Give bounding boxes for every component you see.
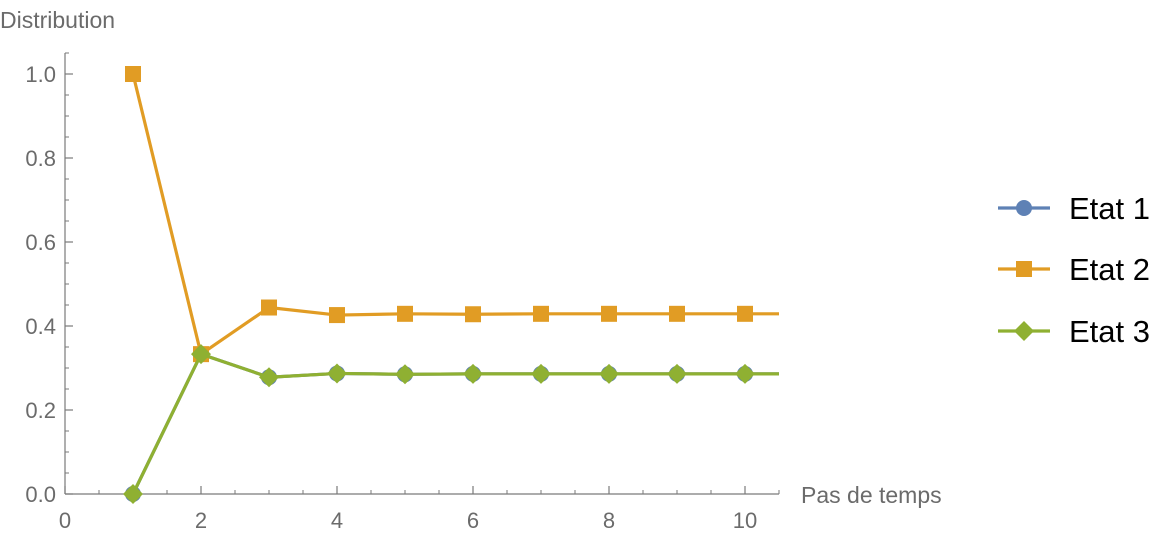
data-point [329, 307, 345, 324]
data-point [601, 305, 617, 322]
legend-marker [1016, 200, 1032, 216]
data-point [599, 363, 619, 384]
data-point [125, 66, 141, 82]
legend-label: Etat 2 [1069, 252, 1150, 287]
data-point [737, 305, 753, 322]
data-point [667, 363, 687, 384]
legend-item: Etat 2 [998, 252, 1150, 287]
legend-item: Etat 3 [998, 314, 1150, 349]
series-2 [125, 66, 779, 363]
series-layer [123, 66, 779, 504]
data-point [397, 305, 413, 322]
y-tick-label: 0.8 [25, 146, 56, 171]
x-tick-label: 0 [59, 508, 71, 533]
x-tick-label: 4 [331, 508, 343, 533]
data-point [533, 305, 549, 322]
x-tick-label: 8 [603, 508, 615, 533]
x-tick-label: 2 [195, 508, 207, 533]
series-3 [123, 344, 779, 504]
data-point [395, 364, 415, 385]
axes: 0 2 4 6 8 10 0.0 0.2 0.4 0.6 0.8 1.0 Distribution Pas… [0, 7, 942, 533]
y-tick-label: 0.0 [25, 482, 56, 507]
y-tick-label: 0.2 [25, 398, 56, 423]
legend-item: Etat 1 [998, 191, 1150, 226]
data-point [735, 363, 755, 384]
series-line [131, 73, 779, 356]
data-point [669, 305, 685, 322]
y-tick-label: 1.0 [25, 62, 56, 87]
y-tick-label: 0.6 [25, 230, 56, 255]
y-axis-title: Distribution [0, 7, 115, 33]
series-line [131, 352, 779, 495]
legend-label: Etat 3 [1069, 314, 1150, 349]
x-axis-title: Pas de temps [801, 482, 942, 508]
data-point [191, 344, 211, 365]
data-point [327, 363, 347, 384]
y-tick-label: 0.4 [25, 314, 56, 339]
data-point [531, 363, 551, 384]
series-1 [125, 346, 779, 502]
data-point [259, 367, 279, 388]
legend-marker [1016, 261, 1032, 277]
data-point [123, 484, 143, 504]
x-tick-label: 6 [467, 508, 479, 533]
data-point [463, 363, 483, 384]
x-tick-label: 10 [733, 508, 757, 533]
legend-label: Etat 1 [1069, 191, 1150, 226]
legend-marker [1014, 321, 1034, 341]
legend: Etat 1 Etat 2 Etat 3 [998, 191, 1150, 349]
data-point [465, 306, 481, 323]
data-point [261, 299, 277, 316]
